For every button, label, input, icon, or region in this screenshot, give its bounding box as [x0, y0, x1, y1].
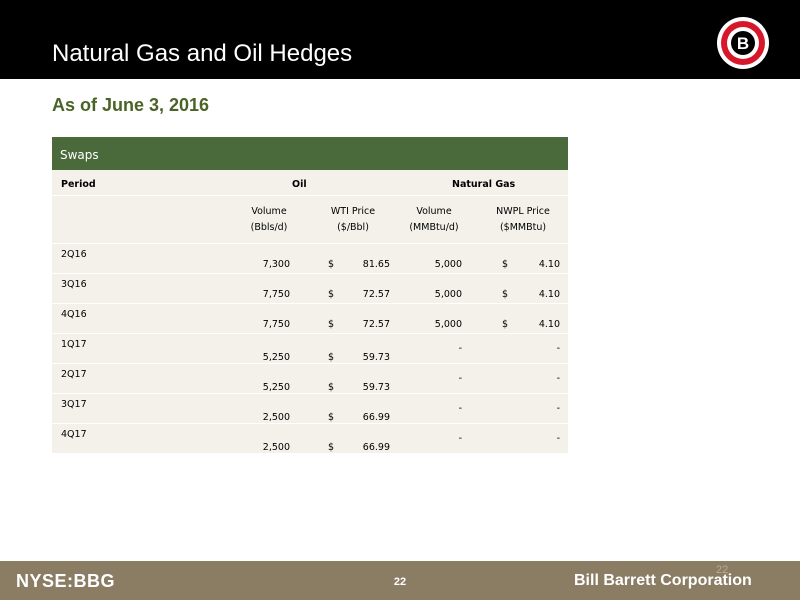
nwpl-price-unit: ($MMBtu): [499, 222, 547, 233]
oil-volume-cell: 2,500: [262, 442, 290, 453]
nwpl-price-cell: 4.10: [538, 319, 560, 330]
period-cell: 2Q16: [61, 249, 87, 260]
table-row: 2Q16 7,300 $ 81.65 5,000 $ 4.10: [52, 244, 568, 274]
gas-volume-header: Volume (MMBtu/d): [398, 204, 470, 236]
slide-header: Natural Gas and Oil Hedges B: [0, 0, 800, 79]
slide-title: Natural Gas and Oil Hedges: [52, 40, 353, 67]
period-header: Period: [61, 179, 96, 190]
table-row: 4Q16 7,750 $ 72.57 5,000 $ 4.10: [52, 304, 568, 334]
oil-header: Oil: [292, 179, 307, 190]
nwpl-dollar-sign: $: [502, 319, 509, 330]
gas-volume-cell: -: [458, 373, 462, 384]
gas-volume-cell: 5,000: [434, 289, 462, 300]
nwpl-dollar-sign: $: [502, 289, 509, 300]
wti-dollar-sign: $: [328, 382, 335, 393]
period-cell: 2Q17: [61, 369, 87, 380]
wti-price-cell: 59.73: [362, 382, 390, 393]
period-cell: 1Q17: [61, 339, 87, 350]
period-cell: 4Q16: [61, 309, 87, 320]
as-of-date: As of June 3, 2016: [52, 95, 210, 115]
oil-volume-cell: 5,250: [262, 352, 290, 363]
wti-price-header: WTI Price ($/Bbl): [318, 204, 388, 236]
nwpl-dollar-sign: $: [502, 259, 509, 270]
oil-volume-cell: 7,750: [262, 289, 290, 300]
table-subheader-row: Volume (Bbls/d) WTI Price ($/Bbl) Volume…: [52, 196, 568, 244]
slide-footer: NYSE:BBG 22 22 Bill Barrett Corporation: [0, 561, 800, 600]
page-number: 22: [393, 576, 407, 588]
oil-volume-cell: 2,500: [262, 412, 290, 423]
wti-dollar-sign: $: [328, 259, 335, 270]
nwpl-price-label: NWPL Price: [496, 206, 550, 217]
gas-volume-label: Volume: [416, 206, 452, 217]
wti-dollar-sign: $: [328, 442, 335, 453]
swaps-section-header: Swaps: [52, 137, 568, 170]
natural-gas-header: Natural Gas: [452, 179, 516, 190]
gas-volume-cell: -: [458, 403, 462, 414]
gas-volume-unit: (MMBtu/d): [409, 222, 459, 233]
table-row: 3Q16 7,750 $ 72.57 5,000 $ 4.10: [52, 274, 568, 304]
wti-price-label: WTI Price: [330, 206, 376, 217]
oil-volume-cell: 7,750: [262, 319, 290, 330]
wti-dollar-sign: $: [328, 289, 335, 300]
gas-volume-cell: 5,000: [434, 319, 462, 330]
wti-dollar-sign: $: [328, 412, 335, 423]
wti-price-cell: 66.99: [362, 442, 390, 453]
wti-price-cell: 72.57: [362, 319, 390, 330]
table-row: 2Q17 5,250 $ 59.73 - -: [52, 364, 568, 394]
nwpl-price-cell: -: [556, 433, 560, 444]
oil-volume-header: Volume (Bbls/d): [242, 204, 296, 236]
hedges-table: Swaps Period Oil Natural Gas Volume (Bbl…: [52, 137, 568, 454]
nwpl-price-cell: 4.10: [538, 289, 560, 300]
nwpl-price-header: NWPL Price ($MMBtu): [484, 204, 562, 236]
wti-dollar-sign: $: [328, 352, 335, 363]
nwpl-price-cell: 4.10: [538, 259, 560, 270]
oil-volume-unit: (Bbls/d): [250, 222, 288, 233]
gas-volume-cell: -: [458, 433, 462, 444]
company-logo: B: [717, 17, 769, 69]
gas-volume-cell: -: [458, 343, 462, 354]
wti-price-unit: ($/Bbl): [337, 222, 369, 233]
nwpl-price-cell: -: [556, 343, 560, 354]
nwpl-price-cell: -: [556, 403, 560, 414]
wti-price-cell: 72.57: [362, 289, 390, 300]
table-row: 1Q17 5,250 $ 59.73 - -: [52, 334, 568, 364]
oil-volume-cell: 5,250: [262, 382, 290, 393]
period-cell: 3Q16: [61, 279, 87, 290]
gas-volume-cell: 5,000: [434, 259, 462, 270]
period-cell: 4Q17: [61, 429, 87, 440]
table-row: 3Q17 2,500 $ 66.99 - -: [52, 394, 568, 424]
wti-dollar-sign: $: [328, 319, 335, 330]
ticker-symbol: NYSE:BBG: [16, 571, 116, 591]
oil-volume-label: Volume: [251, 206, 287, 217]
wti-price-cell: 59.73: [362, 352, 390, 363]
wti-price-cell: 66.99: [362, 412, 390, 423]
table-header-row: Period Oil Natural Gas: [52, 170, 568, 196]
oil-volume-cell: 7,300: [262, 259, 290, 270]
nwpl-price-cell: -: [556, 373, 560, 384]
table-row: 4Q17 2,500 $ 66.99 - -: [52, 424, 568, 454]
period-cell: 3Q17: [61, 399, 87, 410]
company-name: Bill Barrett Corporation: [574, 572, 752, 589]
logo-letter: B: [737, 34, 749, 53]
ghost-page-number: 22: [716, 564, 729, 576]
wti-price-cell: 81.65: [362, 259, 390, 270]
